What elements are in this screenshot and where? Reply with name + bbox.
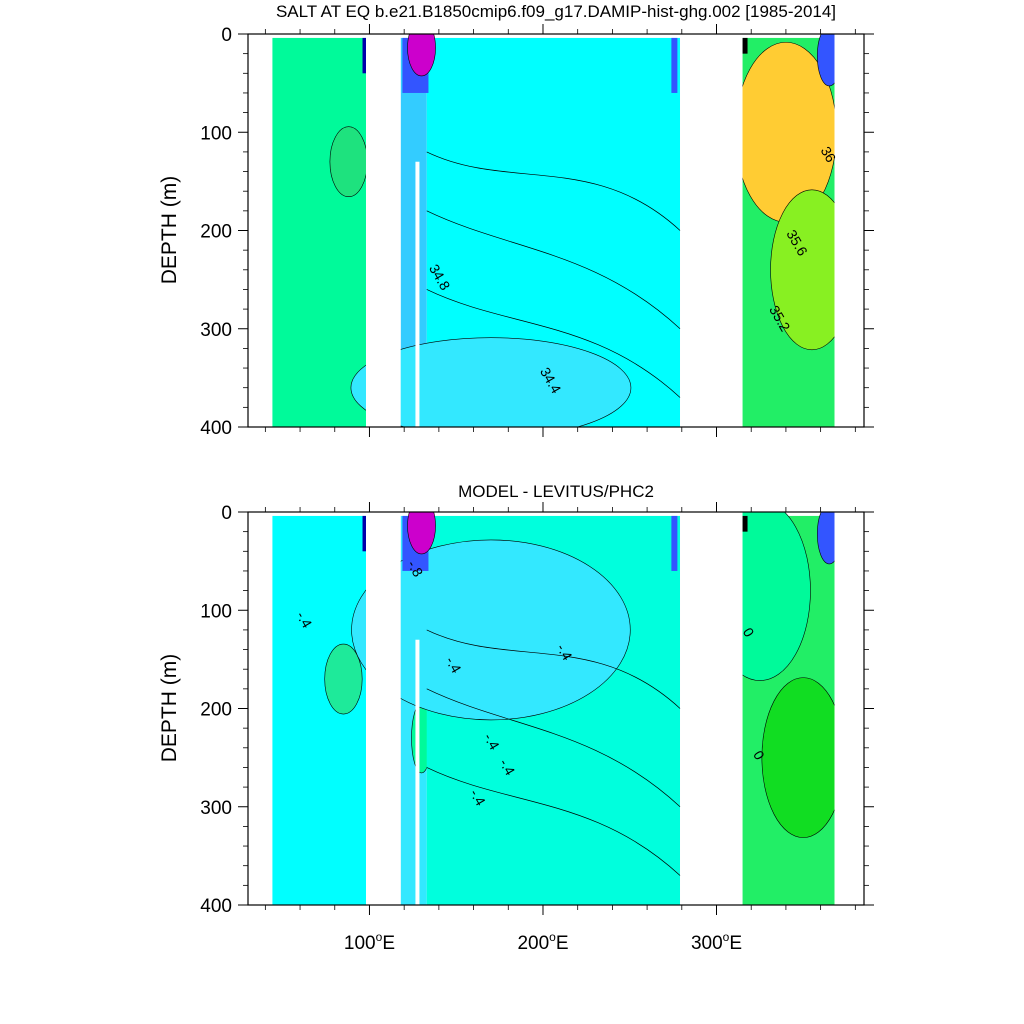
panel-bottom-contour-fill — [248, 512, 864, 905]
panel-top-contour-fill — [248, 34, 864, 427]
y-tick-label: 100 — [200, 601, 232, 622]
y-tick-label: 300 — [200, 798, 232, 819]
band-0 — [272, 37, 366, 427]
panel-bottom-axes: 0 100 200 300 400 100oE 200oE 300oE — [200, 502, 874, 954]
contour-line-1 — [426, 688, 681, 808]
contour-label-0: -.8 — [404, 557, 426, 579]
panel-bottom-title: MODEL - LEVITUS/PHC2 — [458, 482, 654, 501]
contour-line-2 — [426, 767, 681, 876]
y-tick-label: 0 — [221, 25, 232, 46]
contour-label-2: -.4 — [443, 654, 465, 676]
y-tick-label: 0 — [221, 503, 232, 524]
land-gap-1 — [680, 512, 743, 905]
surface-streak-atl — [742, 515, 748, 532]
land-gap-1 — [680, 34, 743, 427]
surface-streak-east — [671, 37, 678, 93]
surface-streak-mid — [362, 37, 368, 74]
panel-top-contour-lines — [426, 151, 681, 398]
surface-max — [407, 512, 436, 555]
land-gap-0 — [365, 512, 401, 905]
y-tick-label: 400 — [200, 896, 232, 917]
band-lower-patch-2 — [350, 337, 632, 427]
x-tick-label: 300oE — [691, 930, 742, 954]
contour-line-1 — [426, 210, 681, 330]
x-tick-label: 100oE — [344, 930, 395, 954]
panel-top-ylabel: DEPTH (m) — [158, 176, 181, 285]
x-tick-label: 200oE — [517, 930, 568, 954]
surface-streak-mid — [362, 515, 368, 552]
contour-line-0 — [426, 629, 681, 709]
contour-label-3: -.4 — [554, 641, 576, 663]
band-mid-patch-3 — [761, 677, 845, 838]
contour-line-2 — [426, 289, 681, 398]
band-upper-patch-2 — [351, 539, 631, 721]
land-gap-2 — [834, 34, 864, 427]
panel-bottom-contour-lines — [426, 629, 681, 876]
y-tick-label: 200 — [200, 700, 232, 721]
surface-streak-atl — [742, 37, 748, 54]
panel-bottom: MODEL - LEVITUS/PHC2 -.8-.4-.4-.4-.4-.4-… — [158, 482, 874, 954]
contour-label-0: 36 — [818, 144, 840, 166]
surface-streak-east — [671, 515, 678, 571]
y-tick-label: 100 — [200, 123, 232, 144]
contour-label-6: -.4 — [467, 786, 489, 808]
contour-line-0 — [426, 151, 681, 231]
panel-top-title: SALT AT EQ b.e21.B1850cmip6.f09_g17.DAMI… — [276, 2, 836, 21]
y-tick-label: 400 — [200, 418, 232, 439]
panel-top: SALT AT EQ b.e21.B1850cmip6.f09_g17.DAMI… — [158, 2, 874, 439]
y-tick-label: 300 — [200, 320, 232, 341]
island-gap — [415, 161, 420, 427]
land-gap-west — [248, 512, 273, 905]
land-gap-west — [248, 34, 273, 427]
band-patch-0 — [324, 643, 363, 715]
island-gap — [415, 639, 420, 905]
panel-top-axes: 0 100 200 300 400 — [200, 24, 874, 439]
contour-label-1: -.4 — [293, 608, 315, 630]
band-patch-0 — [329, 126, 368, 198]
land-gap-0 — [365, 34, 401, 427]
contour-label-4: -.4 — [481, 730, 503, 752]
y-tick-label: 200 — [200, 222, 232, 243]
surface-max — [407, 34, 436, 77]
land-gap-2 — [834, 512, 864, 905]
contour-label-5: -.4 — [496, 756, 518, 778]
panel-bottom-ylabel: DEPTH (m) — [158, 654, 181, 763]
